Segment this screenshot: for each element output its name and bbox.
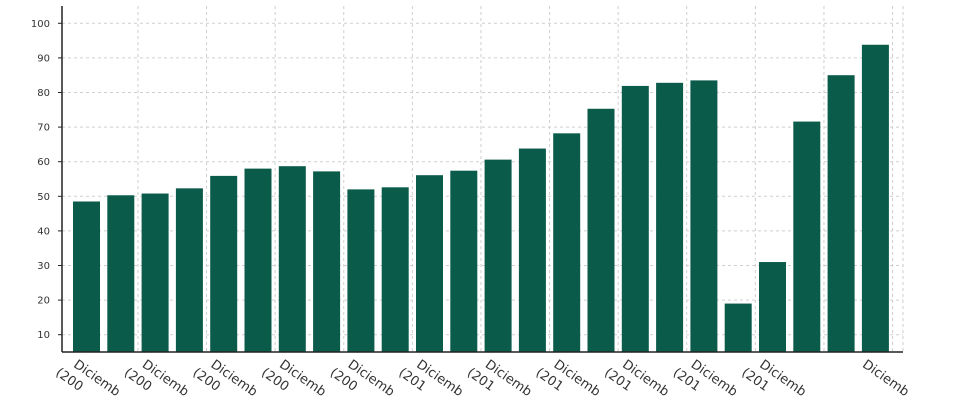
y-tick-label: 70 [37,123,50,134]
bar [759,262,786,352]
y-tick-label: 30 [37,261,50,272]
x-tick-label: Diciemb(200 [327,351,397,400]
x-axis-ticks: Diciemb(200 Diciemb(200 Diciemb(200 Diciemb… [53,351,912,400]
bar [724,303,752,352]
x-tick-label: Diciemb(200 [258,351,328,400]
x-tick-label: Diciemb(201 [601,351,671,400]
bar [141,193,169,352]
y-tick-label: 10 [37,330,50,341]
bar [450,170,478,352]
bar [690,80,718,352]
bar [553,133,581,352]
x-tick-label: Diciemb(200 [53,351,123,400]
bar [827,75,855,352]
bar [656,82,684,352]
x-tick-label: Diciemb [859,357,911,400]
y-tick-label: 100 [31,19,50,30]
bar [107,195,135,352]
y-axis-ticks: 10 20 30 40 50 60 70 80 90 100 [31,19,62,341]
bar [244,168,272,352]
bar [175,188,203,352]
x-tick-label: Diciemb(201 [739,351,809,400]
x-tick-label: Diciemb(200 [190,351,260,400]
axes [61,6,903,353]
y-tick-label: 50 [37,192,50,203]
x-tick-label: Diciemb(200 [121,351,191,400]
bar [73,201,100,352]
bar [793,121,821,353]
bar [210,175,238,352]
y-tick-label: 80 [37,88,50,99]
bar [621,85,649,353]
bar [416,175,443,352]
bar [381,187,409,352]
bar [587,108,615,353]
x-tick-label: Diciemb(201 [396,351,466,400]
x-tick-label: Diciemb(201 [670,351,740,400]
bar [313,171,341,352]
bar [861,44,889,352]
bars [73,44,889,353]
bar [278,166,306,352]
bar [347,189,375,352]
y-tick-label: 40 [37,226,50,237]
y-tick-label: 60 [37,157,50,168]
x-tick-label: Diciemb(201 [533,351,603,400]
y-tick-label: 20 [37,296,50,307]
x-tick-label: Diciemb(201 [464,351,534,400]
bar [518,148,546,352]
y-tick-label: 90 [37,53,50,64]
bar [484,159,512,352]
